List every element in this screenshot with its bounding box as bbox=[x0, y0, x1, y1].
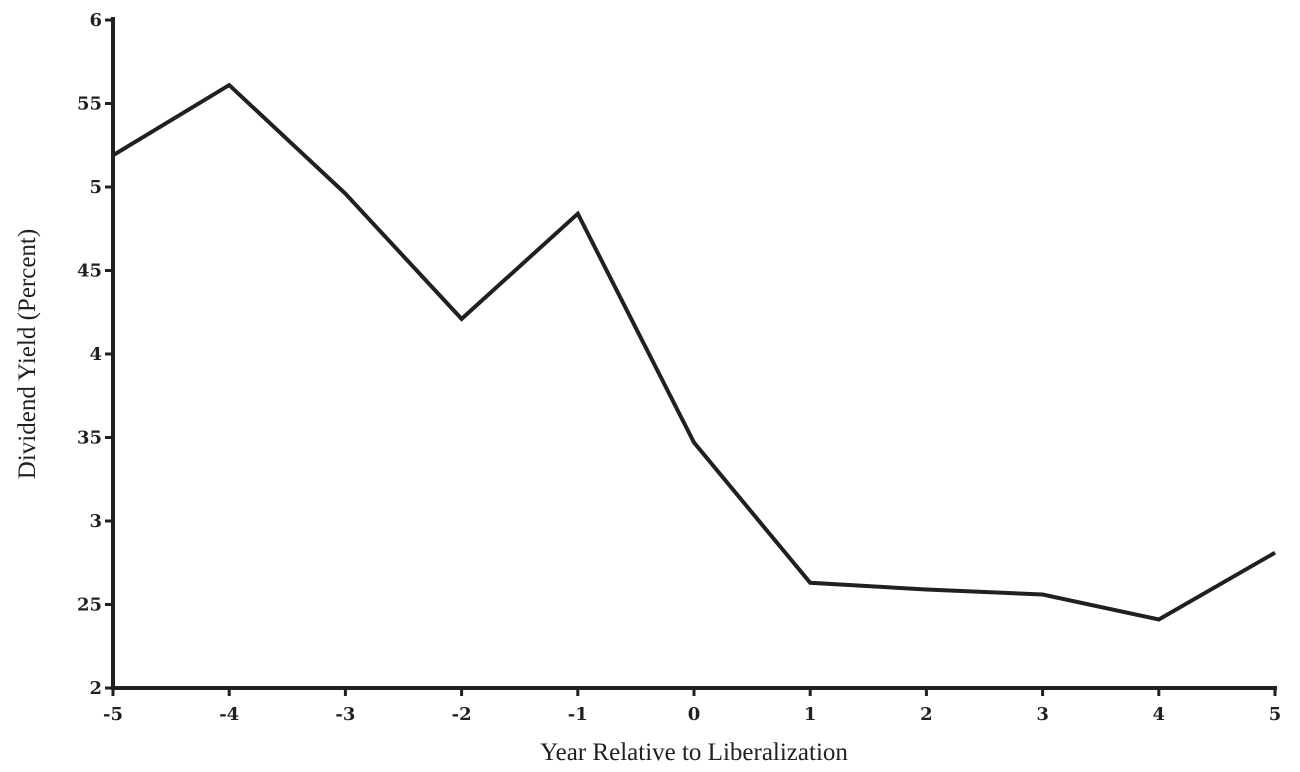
y-axis-title: Dividend Yield (Percent) bbox=[14, 229, 41, 479]
x-tick-label: 3 bbox=[1036, 704, 1049, 725]
x-tick-label: 4 bbox=[1153, 704, 1166, 725]
y-tick-label: 35 bbox=[77, 428, 102, 449]
x-tick-label: -3 bbox=[335, 704, 355, 725]
y-tick-label: 3 bbox=[89, 511, 102, 532]
y-tick-label: 5 bbox=[89, 177, 102, 198]
y-tick-label: 2 bbox=[89, 678, 102, 699]
x-tick-label: 5 bbox=[1269, 704, 1282, 725]
x-tick-label: -2 bbox=[452, 704, 472, 725]
x-tick-label: -4 bbox=[219, 704, 239, 725]
y-tick-label: 45 bbox=[77, 261, 102, 282]
y-tick-label: 55 bbox=[77, 94, 102, 115]
y-tick-label: 6 bbox=[89, 10, 102, 31]
y-tick-label: 4 bbox=[89, 344, 102, 365]
x-tick-label: 1 bbox=[804, 704, 817, 725]
x-axis-title: Year Relative to Liberalization bbox=[540, 739, 848, 766]
x-tick-label: 0 bbox=[688, 704, 701, 725]
x-tick-label: 2 bbox=[920, 704, 933, 725]
y-tick-label: 25 bbox=[77, 595, 102, 616]
series-line bbox=[111, 82, 1276, 622]
x-tick-label: -1 bbox=[568, 704, 588, 725]
x-axis-ticks: -5 -4 -3 -2 -1 0 1 2 3 4 5 bbox=[103, 688, 1281, 725]
x-tick-label: -5 bbox=[103, 704, 123, 725]
